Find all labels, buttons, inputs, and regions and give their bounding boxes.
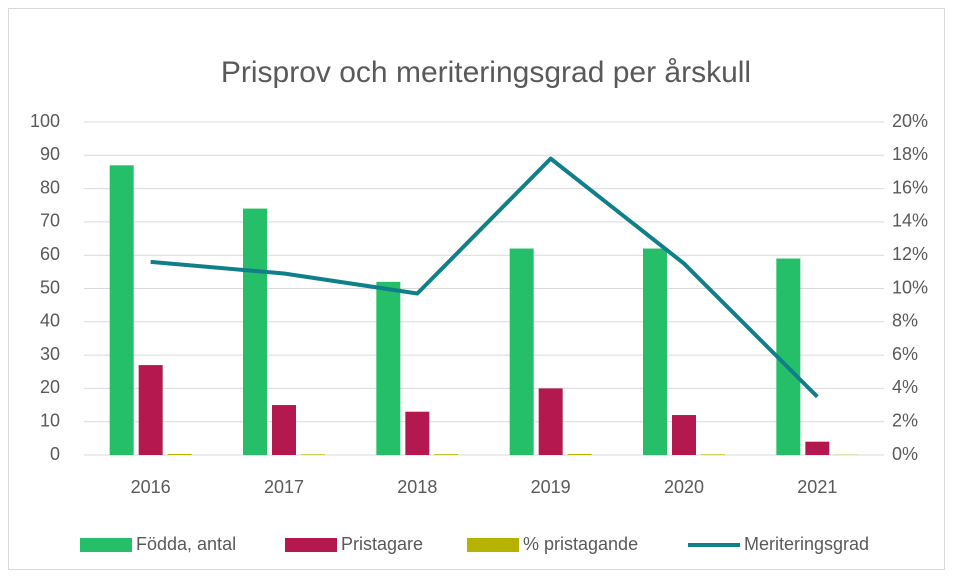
y-tick-label: 60: [40, 244, 60, 264]
y-tick-label: 30: [40, 344, 60, 364]
line: [150, 156, 819, 399]
y2-tick-label: 2%: [892, 410, 918, 430]
bar: [434, 454, 459, 455]
bar: [672, 415, 696, 455]
bar: [272, 405, 296, 455]
y-tick-label: 40: [40, 311, 60, 331]
bar: [701, 454, 725, 455]
bar: [405, 411, 430, 455]
legend-swatch: [80, 538, 132, 552]
y-tick-label: 90: [40, 144, 60, 164]
y2-tick-label: 0%: [892, 444, 918, 464]
y-tick-label: 20: [40, 377, 60, 397]
x-tick-label: 2019: [531, 477, 571, 497]
y2-tick-label: 14%: [892, 211, 928, 231]
bar: [643, 248, 667, 455]
bar: [301, 454, 325, 455]
bar: [509, 248, 534, 455]
chart-title: Prisprov och meriteringsgrad per årskull: [221, 56, 751, 89]
legend-swatch: [467, 538, 519, 552]
bar: [243, 208, 267, 455]
x-tick-label: 2017: [264, 477, 304, 497]
y-tick-label: 100: [30, 111, 60, 131]
legend-label: Meriteringsgrad: [744, 534, 869, 554]
legend-label: Födda, antal: [136, 534, 236, 554]
y2-tick-label: 20%: [892, 111, 928, 131]
y2-tick-label: 16%: [892, 177, 928, 197]
y-tick-label: 0: [50, 444, 60, 464]
y-tick-label: 80: [40, 177, 60, 197]
bar: [776, 258, 801, 455]
bar: [538, 388, 563, 455]
y2-tick-label: 10%: [892, 277, 928, 297]
bar: [167, 453, 192, 455]
x-tick-label: 2020: [664, 477, 704, 497]
x-tick-label: 2018: [397, 477, 437, 497]
legend-swatch: [285, 538, 337, 552]
y2-tick-label: 18%: [892, 144, 928, 164]
x-tick-label: 2021: [797, 477, 837, 497]
y2-tick-label: 6%: [892, 344, 918, 364]
y2-tick-label: 4%: [892, 377, 918, 397]
legend-label: % pristagande: [523, 534, 638, 554]
bar: [138, 365, 163, 455]
legend-label: Pristagare: [341, 534, 423, 554]
bar: [109, 165, 134, 456]
bar: [376, 281, 401, 455]
x-tick-label: 2016: [131, 477, 171, 497]
y-tick-label: 70: [40, 211, 60, 231]
bar: [805, 441, 830, 455]
y2-tick-label: 12%: [892, 244, 928, 264]
y-tick-label: 50: [40, 277, 60, 297]
y-tick-label: 10: [40, 410, 60, 430]
bar: [567, 453, 592, 455]
y2-tick-label: 8%: [892, 311, 918, 331]
